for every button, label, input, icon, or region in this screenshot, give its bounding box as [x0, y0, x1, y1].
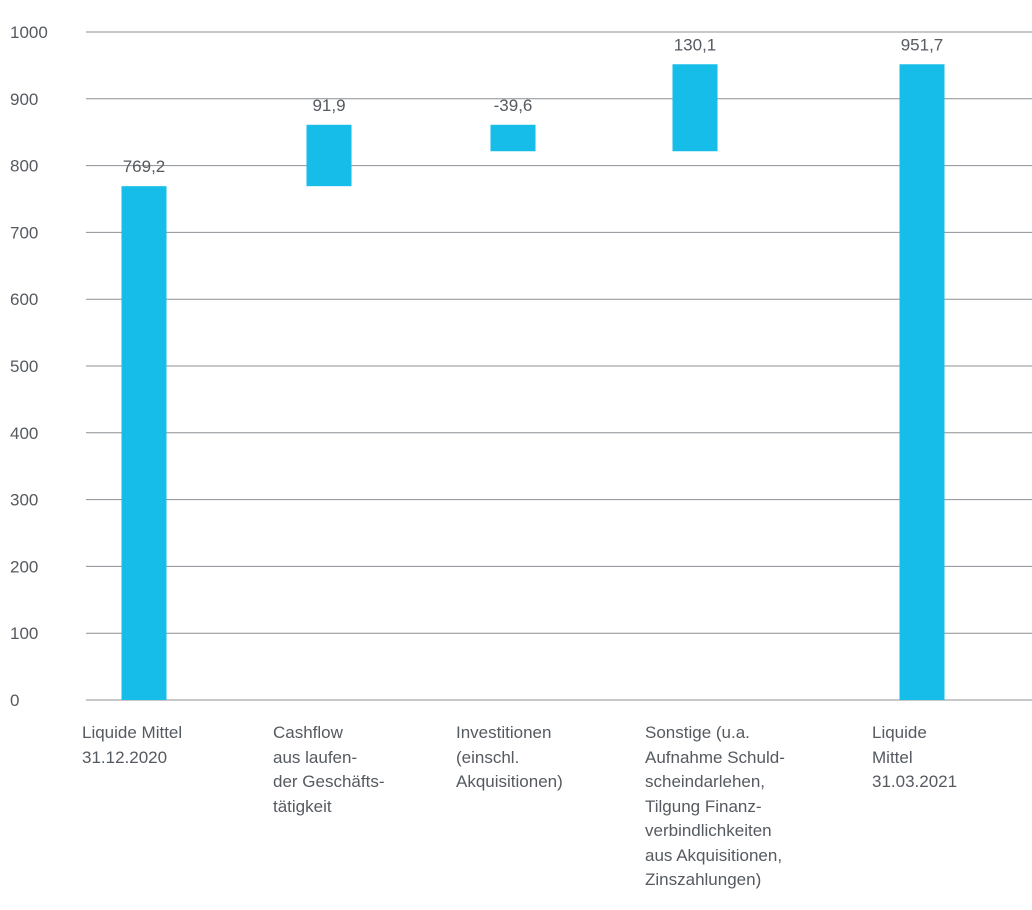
bars [121, 64, 945, 701]
y-tick-label: 0 [10, 691, 19, 710]
gridlines [86, 31, 1032, 701]
y-tick-label: 800 [10, 157, 38, 176]
y-tick-label: 900 [10, 90, 38, 109]
y-tick-label: 600 [10, 290, 38, 309]
x-category-label: Sonstige (u.a. Aufnahme Schuld- scheinda… [645, 723, 785, 889]
y-tick-label: 200 [10, 557, 38, 576]
data-label: 130,1 [674, 35, 717, 54]
data-labels: 769,2 91,9 -39,6 130,1 951,7 [123, 35, 944, 176]
data-label: 91,9 [312, 96, 345, 115]
data-label: 951,7 [901, 35, 944, 54]
x-category-label: Investitionen (einschl. Akquisitionen) [456, 723, 563, 791]
bar [121, 186, 167, 701]
y-tick-label: 500 [10, 357, 38, 376]
bar [672, 64, 718, 152]
y-tick-label: 700 [10, 223, 38, 242]
x-category-label: Cashflow aus laufen- der Geschäfts- täti… [273, 723, 385, 816]
bar [306, 124, 352, 187]
x-category-label: Liquide Mittel 31.12.2020 [82, 723, 183, 767]
data-label: 769,2 [123, 157, 166, 176]
y-tick-label: 300 [10, 491, 38, 510]
bar [899, 64, 945, 700]
y-tick-label: 400 [10, 424, 38, 443]
data-label: -39,6 [494, 96, 533, 115]
x-category-label: Liquide Mittel 31.03.2021 [872, 723, 958, 791]
bar [490, 124, 536, 152]
y-tick-label: 100 [10, 624, 38, 643]
y-tick-label: 1000 [10, 23, 48, 42]
y-axis-ticks: 0 100 200 300 400 500 600 700 800 900 1000 [10, 23, 48, 710]
